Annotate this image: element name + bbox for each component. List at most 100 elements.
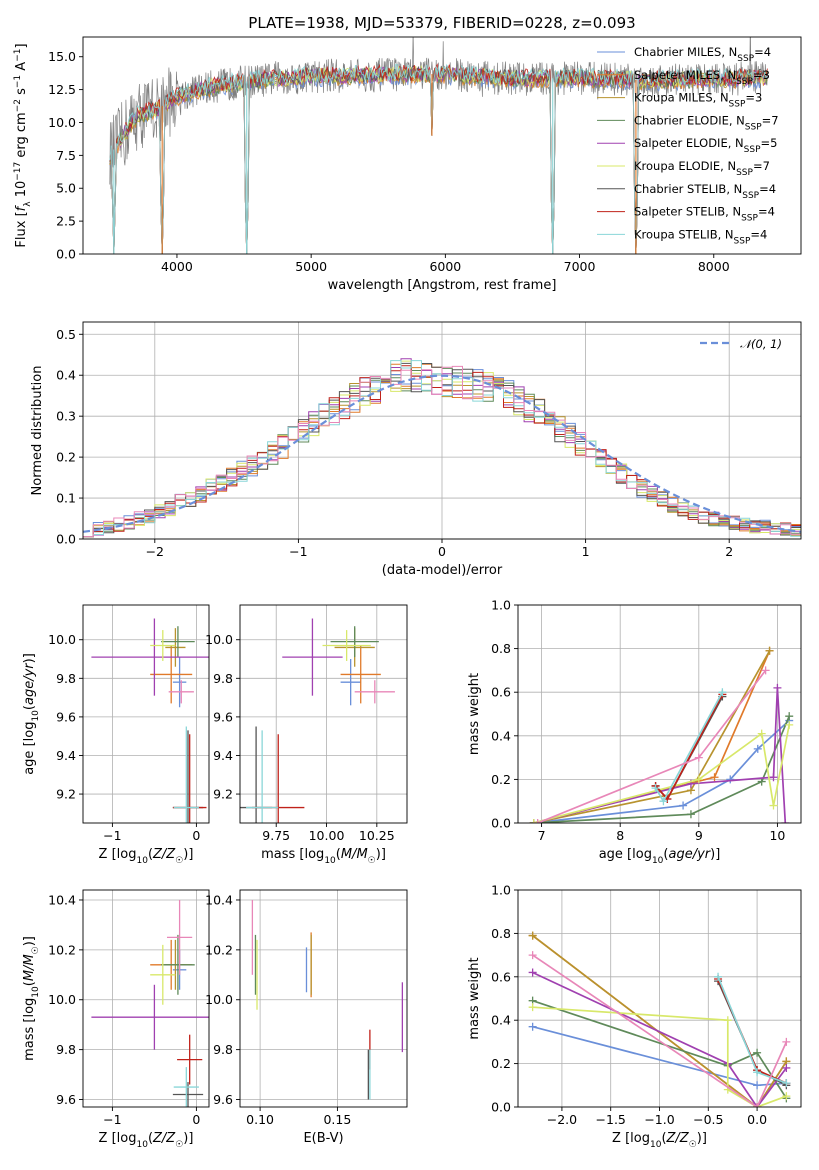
y-tick-label: 9.6 <box>213 1092 233 1107</box>
y-tick-label: 9.6 <box>56 709 76 724</box>
weight-line <box>532 934 788 1107</box>
axes-frame <box>82 604 210 824</box>
model-spectrum-line <box>109 63 768 254</box>
x-tick-label: −1 <box>289 544 307 559</box>
x-tick-label: 0 <box>192 828 200 843</box>
plot-area <box>109 37 768 254</box>
plus-marker <box>773 683 782 692</box>
y-axis-label: mass [log10(M/M☉)] <box>22 936 41 1061</box>
weight-series <box>714 972 791 1088</box>
errorbar-point <box>150 630 176 661</box>
errorbar-point <box>282 618 343 696</box>
y-tick-label: 7.5 <box>56 148 76 163</box>
errorbar-point <box>161 626 195 658</box>
plus-marker <box>714 972 723 981</box>
y-tick-label: 0.6 <box>491 969 511 984</box>
y-tick-label: 0.4 <box>56 368 76 383</box>
plus-marker <box>529 819 538 823</box>
y-axis-label: Flux [fλ 10−17 erg cm−2 s−1 A−1] <box>13 43 33 247</box>
plus-marker <box>769 801 778 810</box>
plus-marker <box>782 1037 791 1046</box>
errorbar-point <box>177 1034 203 1085</box>
x-tick-label: 0.0 <box>747 1112 767 1127</box>
x-tick-label: 7 <box>538 828 546 843</box>
y-tick-label: 9.8 <box>56 1042 76 1057</box>
errorbar-point <box>173 1067 199 1107</box>
plot-area <box>83 358 801 539</box>
y-tick-label: 2.5 <box>56 214 76 229</box>
y-tick-label: 0.2 <box>491 772 511 787</box>
weight-series <box>714 974 791 1088</box>
x-tick-label: 4000 <box>161 259 193 274</box>
y-axis-label: age [log10(age/yr)] <box>22 653 41 775</box>
x-tick-label: 2 <box>725 544 733 559</box>
y-tick-label: 0.5 <box>56 327 76 342</box>
x-axis-label: E(B-V) <box>303 1131 343 1146</box>
y-axis-label: Normed distribution <box>30 366 45 496</box>
histogram-step-line <box>83 365 801 539</box>
weight-line <box>533 687 787 823</box>
x-tick-label: −1 <box>103 1112 121 1127</box>
plot-area <box>240 618 395 823</box>
histogram-step-line <box>83 360 801 539</box>
errorbar-point <box>322 630 371 661</box>
plus-marker <box>782 1079 791 1088</box>
x-axis-label: wavelength [Angstrom, rest frame] <box>328 278 557 293</box>
y-tick-label: 10.0 <box>205 632 233 647</box>
x-axis-label: Z [log10(Z/Z☉)] <box>612 1131 707 1150</box>
plus-marker <box>533 819 542 823</box>
y-tick-label: 9.2 <box>213 787 233 802</box>
panel-mass-vs-Z: −1 0 9.6 9.8 10.0 10.2 10.4 Z [log10(Z/Z☉)] mass… <box>22 889 210 1150</box>
y-tick-label: 9.4 <box>213 748 233 763</box>
errorbar-point <box>246 730 279 823</box>
y-axis-label: mass weight <box>467 957 482 1039</box>
y-tick-label: 10.4 <box>48 892 76 907</box>
plot-area <box>91 618 209 823</box>
errorbar-point <box>91 984 209 1050</box>
y-tick-label: 9.6 <box>56 1092 76 1107</box>
errorbar-point <box>168 680 194 704</box>
legend: Chabrier MILES, NSSP=4 Salpeter MILES, NS… <box>597 45 779 246</box>
plus-marker <box>753 1081 762 1090</box>
errorbar-point <box>330 626 379 658</box>
axes-frame <box>239 889 408 1108</box>
y-tick-label: 0.8 <box>491 641 511 656</box>
plus-marker <box>528 1003 537 1012</box>
weight-series <box>533 666 770 823</box>
x-tick-label: 0 <box>438 544 446 559</box>
x-tick-label: 7000 <box>564 259 596 274</box>
chart-title: PLATE=1938, MJD=53379, FIBERID=0228, z=0… <box>248 14 635 32</box>
legend-label: Salpeter MILES, NSSP=3 <box>634 68 770 87</box>
weight-series <box>529 683 790 823</box>
y-tick-label: 12.5 <box>48 82 76 97</box>
legend: 𝒩(0, 1) <box>700 337 782 351</box>
plus-marker <box>651 784 660 793</box>
x-tick-label: 0 <box>192 1112 200 1127</box>
y-tick-label: 0.2 <box>56 450 76 465</box>
grid-lines <box>518 889 801 1108</box>
errorbar-point <box>167 899 193 975</box>
weight-series <box>529 646 774 823</box>
plus-marker <box>785 712 794 721</box>
model-spectrum-line <box>109 63 768 254</box>
y-tick-label: 0.4 <box>491 728 511 743</box>
y-tick-label: 9.8 <box>213 671 233 686</box>
axes-frame <box>82 889 210 1108</box>
y-tick-label: 10.2 <box>205 942 233 957</box>
y-tick-label: 10.0 <box>205 992 233 1007</box>
x-axis-label: Z [log10(Z/Z☉)] <box>99 847 194 866</box>
y-tick-label: 10.4 <box>205 892 233 907</box>
y-tick-label: 10.0 <box>48 632 76 647</box>
y-tick-label: 0.8 <box>491 926 511 941</box>
grid-lines <box>83 890 209 1107</box>
y-axis-label: mass weight <box>467 673 482 755</box>
x-tick-label: −1 <box>103 828 121 843</box>
axes-frame <box>82 321 802 540</box>
errorbar-point <box>161 934 195 995</box>
axes-frame <box>82 36 802 255</box>
y-tick-label: 9.8 <box>213 1042 233 1057</box>
plus-marker <box>769 773 778 782</box>
x-tick-label: 8000 <box>698 259 730 274</box>
errorbar-point <box>172 657 187 708</box>
y-tick-label: 9.8 <box>56 671 76 686</box>
